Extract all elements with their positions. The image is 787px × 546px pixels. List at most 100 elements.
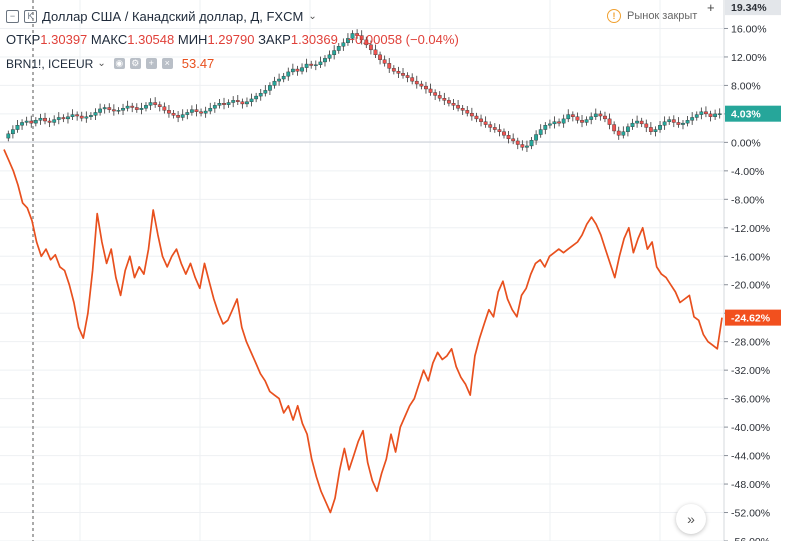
candle-body bbox=[580, 120, 584, 123]
price-tick-label: -48.00% bbox=[731, 479, 770, 491]
candle-body bbox=[694, 114, 699, 118]
usdcad-candles bbox=[6, 29, 722, 152]
candle-body bbox=[437, 95, 442, 99]
market-status-text: Рынок закрыт bbox=[627, 10, 698, 22]
candle-body bbox=[29, 120, 34, 124]
candle-body bbox=[240, 101, 245, 105]
scroll-right-button[interactable]: » bbox=[676, 504, 706, 534]
settings-icon[interactable]: ⚙ bbox=[129, 58, 141, 69]
candle-body bbox=[639, 120, 644, 125]
candle-body bbox=[61, 117, 66, 120]
candle-body bbox=[616, 130, 621, 136]
candle-body bbox=[653, 129, 658, 132]
candle-body bbox=[125, 105, 130, 109]
candle-body bbox=[295, 68, 300, 72]
candle-body bbox=[336, 46, 341, 51]
brent-price-badge-bg bbox=[725, 309, 781, 326]
add-icon[interactable]: + bbox=[145, 58, 157, 69]
candle-body bbox=[153, 102, 158, 105]
candle-body bbox=[648, 127, 653, 132]
candle-body bbox=[460, 107, 465, 111]
candle-body bbox=[235, 100, 240, 102]
candle-body bbox=[575, 116, 580, 121]
candle-body bbox=[488, 124, 493, 128]
visibility-icon[interactable]: ◉ bbox=[113, 58, 125, 69]
candle-body bbox=[121, 107, 125, 111]
price-tick-label: -4.00% bbox=[731, 166, 764, 178]
price-tick-label: -28.00% bbox=[731, 337, 770, 349]
candle-body bbox=[176, 115, 181, 118]
candle-body bbox=[410, 77, 415, 82]
candle-body bbox=[483, 121, 488, 125]
candle-body bbox=[396, 70, 401, 74]
candle-body bbox=[341, 42, 346, 47]
candle-body bbox=[547, 123, 552, 126]
candle-body bbox=[557, 121, 561, 124]
candle-body bbox=[93, 112, 98, 116]
close-label: ЗАКР bbox=[258, 32, 291, 47]
price-axis-bg[interactable] bbox=[724, 0, 787, 541]
chevron-down-icon[interactable]: ⌄ bbox=[97, 58, 106, 69]
price-tick-label: 8.00% bbox=[731, 80, 761, 92]
candle-body bbox=[180, 114, 185, 118]
candle-body bbox=[612, 124, 617, 132]
candle-body bbox=[185, 112, 190, 115]
candle-body bbox=[79, 115, 84, 119]
add-icon[interactable]: + bbox=[707, 0, 715, 15]
candle-body bbox=[584, 119, 589, 123]
candle-body bbox=[33, 120, 38, 124]
brent-series bbox=[3, 149, 723, 514]
candle-body bbox=[272, 80, 277, 86]
candle-body bbox=[359, 35, 364, 41]
candle-body bbox=[635, 120, 639, 124]
brent-symbol[interactable]: BRN1!, ICEEUR bbox=[6, 56, 94, 71]
candle-body bbox=[309, 63, 314, 66]
candle-body bbox=[474, 115, 479, 120]
price-tick-label: -20.00% bbox=[731, 280, 770, 292]
candle-body bbox=[419, 83, 424, 87]
candle-body bbox=[107, 107, 112, 110]
candle-body bbox=[368, 44, 373, 51]
candle-body bbox=[10, 129, 15, 135]
price-axis: 16.00%12.00%8.00%4.00%0.00%-4.00%-8.00%-… bbox=[724, 23, 770, 546]
price-tick-label: 0.00% bbox=[731, 137, 761, 149]
candle-body bbox=[492, 127, 497, 130]
candle-body bbox=[75, 114, 80, 117]
candle-body bbox=[593, 113, 598, 117]
candle-body bbox=[561, 118, 566, 124]
candle-body bbox=[713, 113, 718, 117]
candle-body bbox=[304, 63, 309, 68]
candle-body bbox=[378, 54, 382, 60]
double-chevron-right-icon: » bbox=[687, 511, 695, 527]
candle-body bbox=[245, 101, 249, 105]
candle-body bbox=[116, 110, 121, 112]
close-icon[interactable]: × bbox=[161, 58, 173, 69]
collapse-icon[interactable]: − bbox=[6, 10, 19, 23]
chevron-down-icon[interactable]: ⌄ bbox=[308, 11, 317, 22]
grid bbox=[0, 0, 724, 542]
candle-body bbox=[254, 95, 259, 100]
candle-body bbox=[414, 80, 419, 85]
candle-body bbox=[355, 33, 360, 36]
high-label: МАКС bbox=[90, 32, 128, 47]
candle-body bbox=[465, 110, 470, 114]
candle-body bbox=[24, 120, 29, 123]
symbol-title[interactable]: Доллар США / Канадский доллар, Д, FXCM bbox=[42, 9, 304, 24]
price-tick-label: -32.00% bbox=[731, 365, 770, 377]
candle-body bbox=[226, 102, 231, 105]
candle-body bbox=[662, 121, 667, 126]
candle-body bbox=[603, 115, 607, 120]
candle-body bbox=[249, 98, 254, 102]
candle-body bbox=[98, 108, 102, 113]
candle-body bbox=[162, 106, 167, 111]
candle-body bbox=[217, 103, 222, 106]
price-tick-label: -44.00% bbox=[731, 451, 770, 463]
alert-circle-icon: ! bbox=[607, 9, 621, 23]
candle-body bbox=[428, 88, 433, 93]
candle-body bbox=[502, 131, 506, 136]
open-label: ОТКР bbox=[6, 32, 41, 47]
candle-body bbox=[268, 85, 272, 91]
market-status[interactable]: ! Рынок закрыт bbox=[607, 9, 697, 23]
